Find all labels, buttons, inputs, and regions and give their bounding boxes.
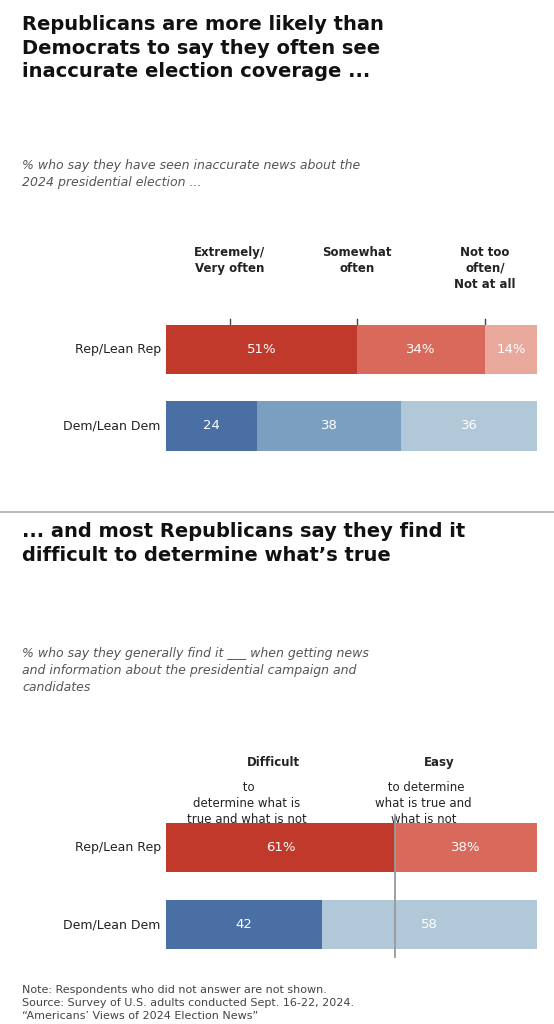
Text: 42: 42 [235, 919, 253, 931]
Text: 38%: 38% [452, 842, 481, 854]
Bar [166, 900, 322, 949]
Text: 58: 58 [421, 919, 438, 931]
Text: to
determine what is
true and what is not: to determine what is true and what is no… [187, 781, 306, 826]
Bar [401, 401, 537, 451]
Text: Extremely/
Very often: Extremely/ Very often [194, 246, 265, 274]
Text: 36: 36 [461, 420, 478, 432]
Text: % who say they have seen inaccurate news about the
2024 presidential election ..: % who say they have seen inaccurate news… [22, 159, 361, 188]
Text: Rep/Lean Rep: Rep/Lean Rep [75, 343, 161, 355]
Text: Easy: Easy [424, 756, 454, 769]
Text: % who say they generally find it ___ when getting news
and information about the: % who say they generally find it ___ whe… [22, 647, 369, 694]
Text: Dem/Lean Dem: Dem/Lean Dem [63, 919, 161, 931]
Text: Note: Respondents who did not answer are not shown.
Source: Survey of U.S. adult: Note: Respondents who did not answer are… [22, 985, 355, 1022]
Text: Rep/Lean Rep: Rep/Lean Rep [75, 842, 161, 854]
Text: ... and most Republicans say they find it
difficult to determine what’s true: ... and most Republicans say they find i… [22, 522, 465, 565]
Text: Not too
often/
Not at all: Not too often/ Not at all [454, 246, 516, 291]
Bar [322, 900, 537, 949]
Text: Difficult: Difficult [247, 756, 300, 769]
Text: to determine
what is true and
what is not: to determine what is true and what is no… [376, 781, 472, 826]
Bar [166, 823, 395, 872]
Text: 61%: 61% [266, 842, 295, 854]
Text: 34%: 34% [407, 343, 436, 355]
Bar [166, 401, 257, 451]
Text: 14%: 14% [496, 343, 526, 355]
Bar [395, 823, 537, 872]
Text: 51%: 51% [247, 343, 276, 355]
Bar [257, 401, 401, 451]
Text: Dem/Lean Dem: Dem/Lean Dem [63, 420, 161, 432]
Text: Somewhat
often: Somewhat often [322, 246, 392, 274]
Text: 24: 24 [203, 420, 220, 432]
Bar [166, 325, 357, 374]
Text: Republicans are more likely than
Democrats to say they often see
inaccurate elec: Republicans are more likely than Democra… [22, 15, 384, 81]
Bar [357, 325, 485, 374]
Bar [485, 325, 537, 374]
Text: 38: 38 [321, 420, 337, 432]
